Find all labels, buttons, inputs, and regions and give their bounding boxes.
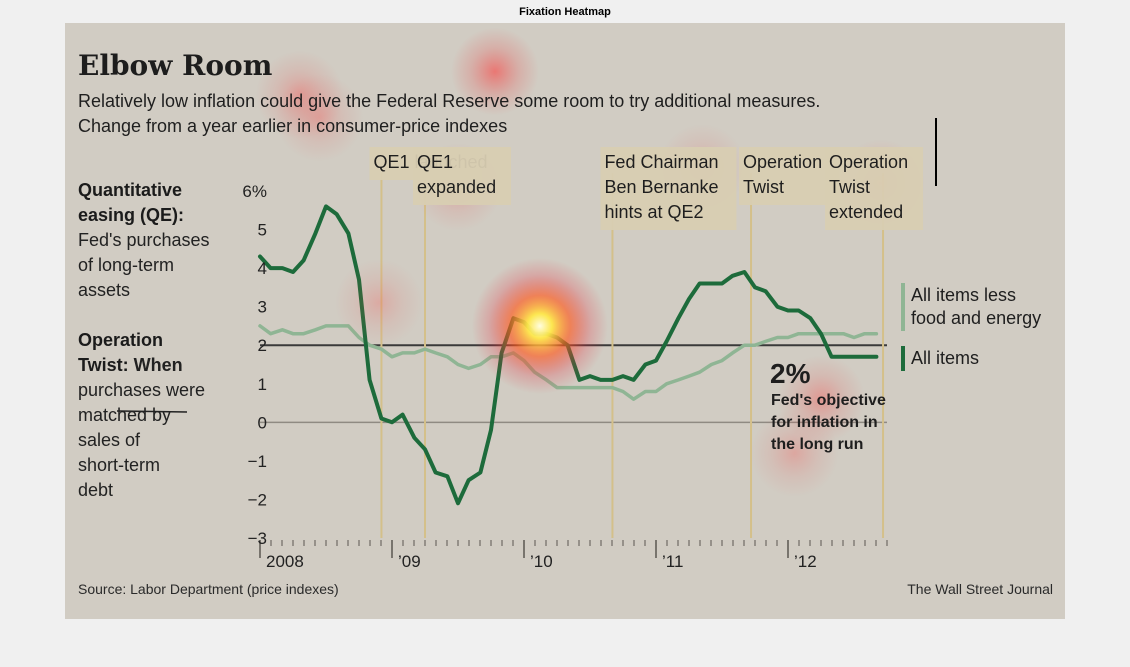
target-note-line: Fed's objective [771, 392, 886, 409]
chart-subtitle-line: Change from a year earlier in consumer-p… [78, 116, 507, 136]
y-tick-label: 6% [242, 182, 267, 201]
sidenote-head: Twist: When [78, 355, 183, 375]
figure-title: Fixation Heatmap [519, 6, 611, 18]
sidenote-body: sales of [78, 430, 141, 450]
y-tick-label: −2 [248, 490, 267, 509]
event-label-line: Twist [829, 177, 870, 197]
sidenote-body: of long-term [78, 255, 174, 275]
y-tick-label: 3 [258, 298, 267, 317]
chart-title: Elbow Room [78, 49, 272, 82]
cursor-mark [935, 118, 937, 186]
sidenote-head: easing (QE): [78, 205, 184, 225]
y-tick-label: 4 [258, 259, 267, 278]
fixation-spot [750, 409, 839, 498]
event-label-line: extended [829, 202, 903, 222]
event-label-box [739, 147, 840, 205]
event-label-box [600, 147, 737, 230]
legend-swatch [901, 346, 905, 371]
event-label-line: hints at QE2 [604, 202, 703, 222]
event-label-box [413, 147, 511, 205]
sidenote-head: Quantitative [78, 180, 182, 200]
event-label-line: Operation [743, 152, 822, 172]
legend-swatch [901, 283, 905, 331]
y-tick-label: 1 [258, 375, 267, 394]
x-tick-label: 2008 [266, 552, 304, 571]
fixation-spot [471, 257, 608, 394]
target-note-line: the long run [771, 436, 863, 453]
chart-subtitle-line: Relatively low inflation could give the … [78, 91, 820, 111]
event-lines [380, 173, 885, 538]
sidenote-body: Fed's purchases [78, 230, 210, 250]
y-tick-label: 2 [258, 336, 267, 355]
sidenote-body: short-term [78, 455, 160, 475]
event-label-line: Ben Bernanke [604, 177, 718, 197]
sidenote-body: debt [78, 480, 113, 500]
legend-label-line: food and energy [911, 308, 1041, 328]
y-tick-label: 0 [258, 413, 267, 432]
y-tick-label: −1 [248, 452, 267, 471]
sidenote-inline: When [129, 355, 183, 375]
source-note: Source: Labor Department (price indexes) [78, 581, 339, 597]
sidenote-body: matched by [78, 405, 171, 425]
event-label-line: Fed Chairman [604, 152, 718, 172]
text-layer: Elbow Room Relatively low inflation could… [78, 49, 1053, 597]
target-note-line: for inflation in [771, 414, 878, 431]
legend-label-line: All items less [911, 285, 1016, 305]
fixation-spot [450, 27, 539, 116]
chart-panel: Elbow Room Relatively low inflation could… [65, 23, 1065, 619]
sidenote-body: assets [78, 280, 130, 300]
event-label-line: Twist [743, 177, 784, 197]
event-label-box [825, 147, 924, 230]
x-tick-label: ’09 [398, 552, 421, 571]
event-label-line: QE1 [417, 152, 453, 172]
fixation-spot [334, 258, 423, 347]
legend-label-line: All items [911, 348, 979, 368]
sidenote-head: Operation [78, 330, 163, 350]
strike-mark [116, 410, 188, 413]
target-value: 2% [770, 358, 811, 389]
event-label-line: expanded [417, 177, 496, 197]
x-tick-label: ’11 [662, 552, 683, 571]
x-tick-label: ’10 [530, 552, 553, 571]
event-label-line: Operation [829, 152, 908, 172]
x-tick-label: ’12 [794, 552, 817, 571]
sidenote-body: purchases were [78, 380, 205, 400]
fixation-spot [275, 73, 364, 162]
chart-svg: Elbow Room Relatively low inflation could… [78, 27, 1053, 597]
y-tick-label: −3 [248, 529, 267, 548]
y-tick-label: 5 [258, 221, 267, 240]
credit-note: The Wall Street Journal [907, 581, 1053, 597]
